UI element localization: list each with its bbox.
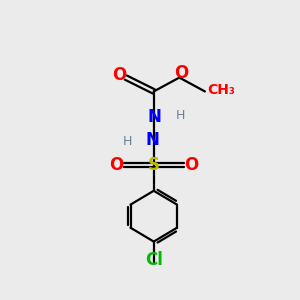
Text: H: H [122,135,132,148]
Text: O: O [184,156,198,174]
Text: O: O [175,64,189,82]
Text: N: N [148,108,162,126]
Text: N: N [146,131,160,149]
Text: O: O [112,66,126,84]
Text: CH₃: CH₃ [207,83,235,97]
Text: H: H [176,109,185,122]
Text: S: S [148,156,160,174]
Text: O: O [110,156,124,174]
Text: Cl: Cl [145,251,163,269]
